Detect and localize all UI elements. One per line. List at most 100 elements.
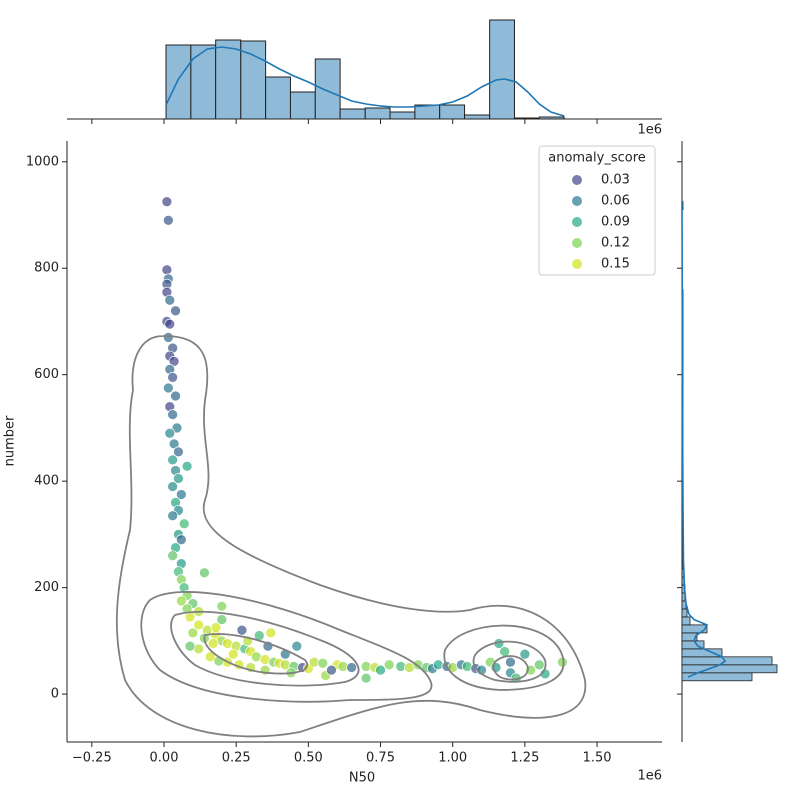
x-tick-label: 0.00 — [150, 751, 179, 766]
scatter-point — [199, 567, 210, 579]
scatter-point — [184, 640, 196, 652]
legend-title: anomaly_score — [548, 151, 646, 166]
scatter-point — [432, 659, 444, 671]
top-x-offset: 1e6 — [637, 123, 662, 138]
hist-bar — [215, 39, 242, 120]
hist-bar — [681, 648, 723, 658]
y-axis-label: number — [3, 415, 18, 466]
legend-marker — [572, 175, 582, 185]
scatter-point — [360, 672, 372, 684]
x-tick-label: 1.50 — [583, 751, 612, 766]
hist-bar — [538, 116, 565, 120]
hist-bar — [314, 58, 341, 120]
contour — [170, 610, 360, 687]
kde-contours — [115, 335, 587, 738]
hist-bar — [681, 656, 773, 666]
hist-bar — [165, 44, 192, 120]
scatter-points — [161, 196, 568, 684]
legend-box — [538, 145, 656, 276]
scatter-point — [181, 603, 193, 615]
hist-bar — [681, 624, 708, 634]
x-offset: 1e6 — [637, 769, 662, 784]
scatter-point — [167, 454, 179, 466]
scatter-point — [161, 264, 173, 276]
scatter-point — [204, 651, 216, 663]
scatter-point — [161, 196, 173, 208]
scatter-point — [167, 372, 179, 383]
scatter-point — [175, 595, 187, 607]
scatter-point — [193, 619, 204, 631]
scatter-point — [162, 332, 174, 343]
x-tick-label: −0.25 — [72, 751, 112, 766]
scatter-point — [167, 409, 179, 420]
hist-bar — [681, 672, 753, 682]
scatter-point — [207, 638, 219, 649]
scatter-point — [265, 627, 277, 639]
scatter-point — [326, 664, 337, 676]
scatter-point — [216, 600, 228, 612]
scatter-point — [519, 648, 531, 660]
scatter-point — [167, 481, 179, 492]
hist-bar — [240, 40, 267, 120]
y-tick-label: 0 — [51, 687, 59, 702]
scatter-point — [187, 627, 199, 639]
scatter-point — [173, 473, 184, 484]
hist-bar — [681, 608, 688, 618]
legend-label: 0.06 — [601, 194, 630, 209]
contour — [492, 655, 529, 681]
scatter-point — [499, 646, 511, 657]
legend-label: 0.09 — [601, 215, 630, 230]
contour — [472, 640, 547, 683]
x-tick-label: 0.25 — [222, 751, 251, 766]
scatter-point — [164, 294, 176, 306]
scatter-point — [171, 422, 183, 434]
scatter-point — [346, 662, 358, 673]
hist-bar — [681, 616, 691, 626]
hist-bar — [190, 44, 217, 120]
scatter-point — [167, 510, 179, 522]
scatter-point — [173, 446, 184, 458]
kde-line — [681, 201, 727, 678]
scatter-point — [236, 624, 248, 636]
scatter-point — [291, 640, 303, 652]
legend-label: 0.12 — [601, 236, 630, 251]
x-tick-label: 1.25 — [510, 751, 539, 766]
scatter-point — [178, 518, 190, 530]
hist-bar — [439, 104, 466, 120]
hist-bar — [364, 107, 391, 120]
scatter-point — [317, 657, 329, 669]
x-tick-label: 0.75 — [366, 751, 395, 766]
contour — [203, 633, 308, 675]
scatter-point — [227, 648, 239, 660]
scatter-point — [170, 390, 181, 402]
scatter-point — [175, 489, 187, 500]
scatter-point — [216, 614, 228, 625]
y-tick-label: 800 — [34, 261, 59, 276]
legend-marker — [572, 238, 582, 248]
legend-label: 0.15 — [601, 257, 630, 272]
x-tick-label: 0.50 — [294, 751, 323, 766]
scatter-point — [167, 550, 179, 562]
scatter-point — [375, 664, 386, 676]
contour — [140, 591, 433, 703]
scatter-point — [162, 382, 174, 394]
scatter-point — [170, 305, 181, 317]
legend-label: 0.03 — [601, 173, 630, 188]
hist-bar — [389, 111, 416, 120]
legend-marker — [572, 217, 582, 227]
kde-line — [165, 46, 565, 117]
legend-marker — [572, 196, 582, 206]
y-tick-label: 1000 — [26, 154, 59, 169]
scatter-point — [210, 622, 222, 633]
scatter-point — [164, 318, 176, 330]
scatter-point — [181, 460, 193, 472]
hist-bar — [289, 91, 316, 120]
contour — [443, 624, 565, 691]
hist-bar — [681, 664, 778, 674]
y-tick-label: 200 — [34, 580, 59, 595]
x-axis-label: N50 — [349, 771, 375, 786]
scatter-point — [505, 656, 516, 668]
hist-bar — [464, 114, 491, 120]
contour — [115, 335, 587, 738]
